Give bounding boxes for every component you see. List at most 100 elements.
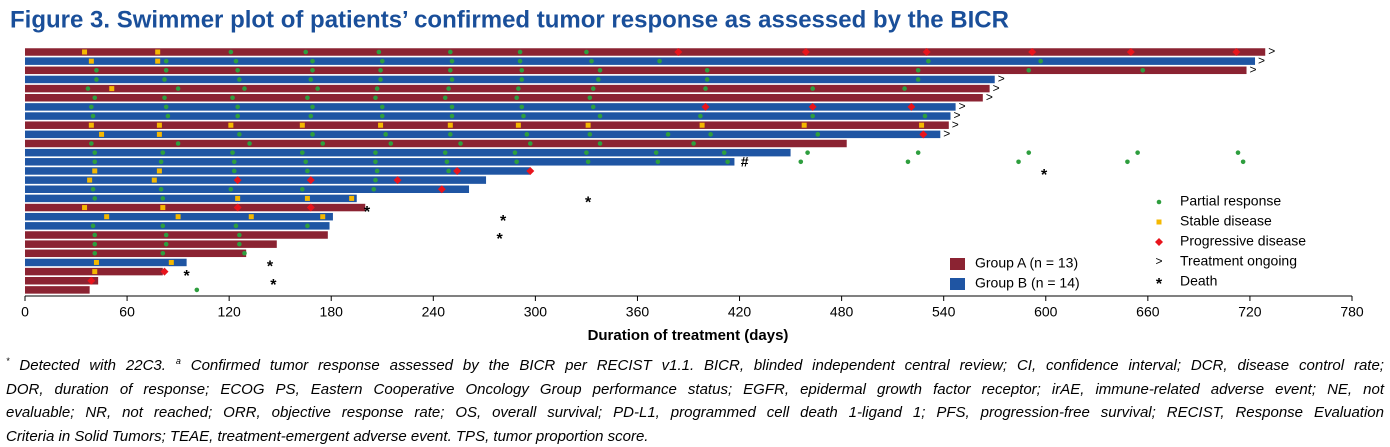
partial-response-marker xyxy=(810,86,815,91)
x-tick-label: 480 xyxy=(830,304,854,320)
partial-response-marker xyxy=(514,95,519,101)
footnote-line: Criteria in Solid Tumors; TEAE, treatmen… xyxy=(6,427,649,445)
partial-response-marker xyxy=(524,132,530,137)
partial-response-marker xyxy=(300,186,305,192)
partial-response-marker xyxy=(388,141,394,146)
partial-response-marker xyxy=(228,186,234,192)
partial-response-marker xyxy=(158,186,164,192)
treatment-bar xyxy=(25,194,357,203)
partial-response-marker xyxy=(374,168,380,174)
stable-disease-marker xyxy=(175,214,181,220)
partial-response-marker xyxy=(514,159,519,165)
partial-response-marker xyxy=(458,141,463,146)
stable-disease-marker xyxy=(299,122,305,128)
progressive-disease-marker xyxy=(801,48,810,56)
partial-response-marker xyxy=(725,159,730,165)
partial-response-marker xyxy=(655,159,661,165)
partial-response-marker xyxy=(235,104,240,110)
partial-response-marker xyxy=(512,150,518,155)
partial-response-marker xyxy=(584,49,589,55)
partial-response-marker xyxy=(90,113,96,119)
footnote-mark: * xyxy=(6,356,10,366)
x-tick-label: 0 xyxy=(21,304,29,320)
progressive-disease-marker xyxy=(1155,238,1163,246)
legend-label: Group B (n = 14) xyxy=(975,275,1080,291)
partial-response-marker xyxy=(163,68,169,73)
partial-response-marker xyxy=(1240,159,1246,165)
partial-response-marker xyxy=(915,77,921,82)
stable-disease-marker xyxy=(801,122,807,128)
ongoing-symbol: > xyxy=(952,117,959,131)
stable-disease-marker xyxy=(320,214,326,220)
ongoing-symbol: > xyxy=(993,81,1000,95)
partial-response-marker xyxy=(371,186,377,192)
partial-response-marker xyxy=(315,86,320,91)
progressive-disease-marker xyxy=(1028,48,1037,56)
partial-response-marker xyxy=(379,58,385,64)
partial-response-marker xyxy=(653,150,659,155)
stable-disease-marker xyxy=(160,205,166,211)
treatment-bar xyxy=(25,112,951,120)
partial-response-marker xyxy=(230,150,235,155)
stable-disease-marker xyxy=(349,195,355,201)
partial-response-marker xyxy=(1016,159,1021,165)
death-symbol: * xyxy=(500,213,507,230)
partial-response-marker xyxy=(448,68,453,73)
partial-response-marker xyxy=(584,150,589,155)
partial-response-marker xyxy=(448,49,453,55)
x-tick-label: 300 xyxy=(524,304,548,320)
partial-response-marker xyxy=(373,95,378,101)
legend-symbol: > xyxy=(1155,254,1162,268)
partial-response-marker xyxy=(1038,58,1043,64)
partial-response-marker xyxy=(163,104,169,110)
partial-response-marker xyxy=(1235,150,1241,155)
progressive-disease-marker xyxy=(306,176,315,185)
partial-response-marker xyxy=(449,77,455,82)
progressive-disease-marker xyxy=(701,102,710,111)
death-symbol: * xyxy=(585,195,592,212)
stable-disease-marker xyxy=(93,259,99,265)
partial-response-marker xyxy=(163,232,169,238)
ongoing-symbol: > xyxy=(959,99,966,113)
partial-response-marker xyxy=(228,49,234,55)
partial-response-marker xyxy=(1026,150,1032,155)
treatment-bar xyxy=(25,121,949,129)
partial-response-marker xyxy=(519,68,525,73)
partial-response-marker xyxy=(175,141,181,146)
partial-response-marker xyxy=(160,196,166,201)
partial-response-marker xyxy=(708,132,713,137)
treatment-bar xyxy=(25,167,531,175)
stable-disease-marker xyxy=(99,131,105,137)
ongoing-symbol: > xyxy=(1250,62,1257,76)
partial-response-marker xyxy=(237,132,242,137)
stable-disease-marker xyxy=(156,168,162,174)
stable-disease-marker xyxy=(228,122,234,128)
partial-response-marker xyxy=(85,86,91,91)
progressive-disease-marker xyxy=(808,102,817,111)
partial-response-marker xyxy=(378,68,383,73)
chart: Figure 3. Swimmer plot of patients’ conf… xyxy=(10,6,1364,344)
partial-response-marker xyxy=(89,104,94,110)
progressive-disease-marker xyxy=(1126,48,1135,56)
treatment-bar xyxy=(25,222,330,230)
partial-response-marker xyxy=(175,86,181,91)
partial-response-marker xyxy=(448,132,453,137)
partial-response-marker xyxy=(305,223,310,229)
partial-response-marker xyxy=(310,58,315,64)
partial-response-marker xyxy=(310,132,315,137)
treatment-bar xyxy=(25,57,1256,65)
x-tick-label: 240 xyxy=(422,304,446,320)
ongoing-symbol: > xyxy=(943,127,950,141)
legend-label: Partial response xyxy=(1180,193,1281,209)
partial-response-marker xyxy=(1026,68,1032,73)
partial-response-marker xyxy=(160,150,166,155)
partial-response-marker xyxy=(704,77,710,82)
stable-disease-marker xyxy=(155,49,161,55)
stable-disease-marker xyxy=(156,122,162,128)
partial-response-marker xyxy=(379,113,385,119)
partial-response-marker xyxy=(383,132,388,137)
partial-response-marker xyxy=(308,77,314,82)
partial-response-marker xyxy=(163,241,169,247)
stable-disease-marker xyxy=(1156,219,1162,225)
